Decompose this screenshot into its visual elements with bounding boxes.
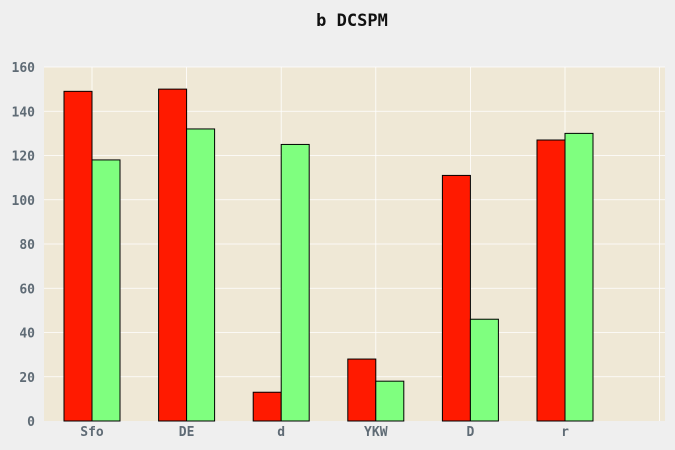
- bar-series2-sfo: [91, 159, 121, 422]
- y-tick-label: 80: [19, 238, 35, 253]
- bar-series1-sfo: [63, 90, 93, 422]
- y-tick-label: 160: [12, 61, 36, 76]
- x-tick-label: d: [277, 425, 285, 440]
- bar-series1-ykw: [347, 358, 377, 422]
- y-tick-label: 120: [12, 150, 36, 165]
- bars: [63, 88, 594, 422]
- x-tick-label: YKW: [364, 425, 388, 440]
- bar-series2-d: [280, 143, 310, 422]
- bar-series1-r: [536, 139, 566, 422]
- chart-title: b DCSPM: [316, 11, 388, 31]
- x-tick-label: Sfo: [80, 425, 104, 440]
- x-tick-label: r: [561, 425, 569, 440]
- y-tick-label: 0: [27, 415, 35, 430]
- y-axis: 0 20 40 60 80 100 120 140 160: [12, 61, 36, 430]
- bar-series2-r: [564, 132, 594, 422]
- y-tick-label: 60: [19, 282, 35, 297]
- y-tick-label: 100: [12, 194, 36, 209]
- y-tick-label: 20: [19, 371, 35, 386]
- bar-series2-de: [186, 128, 216, 422]
- bar-series2-d: [469, 318, 499, 422]
- bar-series1-d: [252, 391, 282, 422]
- y-tick-label: 40: [19, 327, 35, 342]
- x-tick-label: DE: [179, 425, 195, 440]
- x-tick-label: D: [466, 425, 474, 440]
- y-tick-label: 140: [12, 105, 36, 120]
- bar-series1-d: [441, 174, 471, 422]
- bar-series1-de: [158, 88, 188, 422]
- bar-series2-ykw: [375, 380, 405, 422]
